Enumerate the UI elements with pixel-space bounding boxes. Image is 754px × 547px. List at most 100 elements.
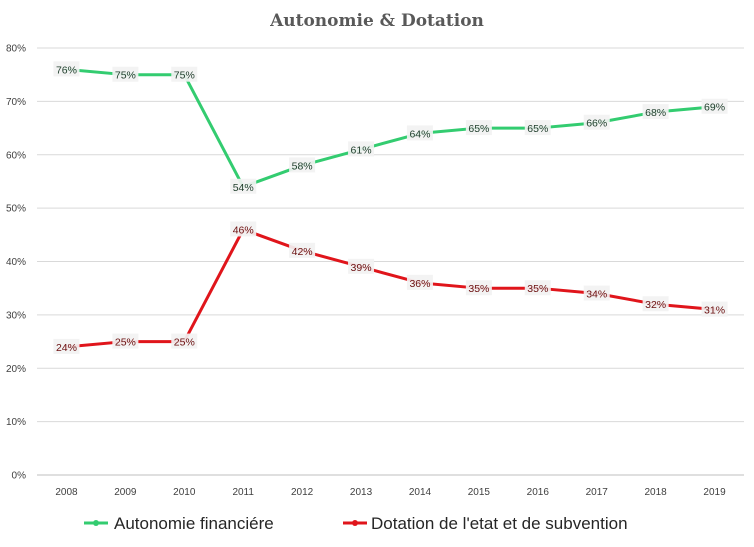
x-tick-label: 2011	[232, 487, 254, 498]
data-label: 32%	[645, 299, 666, 311]
data-label-group: 35%	[465, 280, 492, 296]
data-label-group: 39%	[348, 258, 375, 274]
data-label-group: 66%	[583, 114, 610, 130]
data-label-group: 36%	[406, 274, 433, 290]
data-label-group: 25%	[171, 333, 198, 349]
data-label-group: 68%	[642, 104, 669, 120]
data-label: 69%	[704, 102, 725, 114]
data-label-background	[524, 120, 551, 136]
data-label-background	[53, 61, 80, 77]
data-label: 39%	[351, 262, 372, 274]
data-label-group: 24%	[53, 338, 80, 354]
data-label: 65%	[527, 123, 548, 135]
series-line-1	[64, 67, 717, 189]
data-label-group: 42%	[289, 242, 316, 258]
data-label: 64%	[409, 128, 430, 140]
data-label: 75%	[115, 70, 136, 82]
y-tick-label: 20%	[6, 364, 26, 375]
x-tick-label: 2015	[468, 487, 491, 498]
legend-item-1: Autonomie financiére	[84, 514, 274, 533]
data-label: 24%	[56, 342, 77, 354]
data-label-background	[171, 66, 198, 82]
y-tick-label: 70%	[6, 97, 26, 108]
data-label: 35%	[527, 283, 548, 295]
data-label-group: 54%	[230, 178, 257, 194]
data-label-group: 35%	[524, 280, 551, 296]
y-tick-label: 30%	[6, 310, 26, 321]
data-label-background	[112, 333, 139, 349]
data-label: 54%	[233, 182, 254, 194]
data-label: 66%	[586, 118, 607, 130]
data-label-background	[701, 98, 728, 114]
data-label-background	[406, 125, 433, 141]
legend-label: Dotation de l'etat et de subvention	[371, 514, 628, 533]
data-label-background	[289, 157, 316, 173]
x-axis-ticks: 2008 2009 2010 2011 2012 2013 2014 2015 2016 2017…	[55, 487, 726, 498]
legend-label: Autonomie financiére	[114, 514, 274, 533]
data-label-group: 32%	[642, 296, 669, 312]
data-label: 25%	[174, 337, 195, 349]
data-label-background	[465, 280, 492, 296]
data-label-background	[348, 141, 375, 157]
data-label-background	[642, 296, 669, 312]
data-label: 58%	[292, 160, 313, 172]
data-label: 76%	[56, 64, 77, 76]
legend-item-2: Dotation de l'etat et de subvention	[343, 514, 628, 533]
x-tick-label: 2016	[527, 487, 550, 498]
x-tick-label: 2013	[350, 487, 373, 498]
data-label-group: 65%	[465, 120, 492, 136]
y-tick-label: 0%	[12, 471, 27, 482]
x-tick-label: 2014	[409, 487, 432, 498]
data-label: 68%	[645, 107, 666, 119]
data-label-group: 34%	[583, 285, 610, 301]
gridlines	[37, 47, 744, 476]
chart-title: Autonomie & Dotation	[269, 11, 484, 31]
data-label: 46%	[233, 224, 254, 236]
data-label: 35%	[468, 283, 489, 295]
y-tick-label: 80%	[6, 44, 26, 55]
legend: Autonomie financiére Dotation de l'etat e…	[84, 514, 628, 533]
data-label-group: 31%	[701, 301, 728, 317]
data-label-group: 75%	[171, 66, 198, 82]
y-tick-label: 40%	[6, 257, 26, 268]
data-label: 34%	[586, 289, 607, 301]
y-tick-label: 10%	[6, 417, 26, 428]
data-label: 25%	[115, 337, 136, 349]
data-labels: 76% 75% 75% 54% 58% 61% 64% 65% 65% 66% 68% 69% 24% 2…	[53, 61, 728, 354]
data-label-background	[289, 242, 316, 258]
data-label-background	[348, 258, 375, 274]
data-label: 65%	[468, 123, 489, 135]
x-tick-label: 2008	[55, 487, 78, 498]
x-tick-label: 2009	[114, 487, 137, 498]
data-label-background	[642, 104, 669, 120]
data-label-background	[171, 333, 198, 349]
data-label-background	[112, 66, 139, 82]
data-label: 61%	[351, 144, 372, 156]
x-tick-label: 2017	[586, 487, 609, 498]
data-label-background	[406, 274, 433, 290]
data-label-group: 64%	[406, 125, 433, 141]
x-tick-label: 2010	[173, 487, 196, 498]
data-label-background	[583, 285, 610, 301]
y-tick-label: 50%	[6, 204, 26, 215]
data-label-group: 75%	[112, 66, 139, 82]
data-label-group: 61%	[348, 141, 375, 157]
data-label-background	[583, 114, 610, 130]
data-label-group: 65%	[524, 120, 551, 136]
y-tick-label: 60%	[6, 150, 26, 161]
x-tick-label: 2012	[291, 487, 314, 498]
data-label-group: 76%	[53, 61, 80, 77]
x-tick-label: 2019	[703, 487, 726, 498]
legend-swatch-marker	[352, 520, 358, 526]
data-label: 42%	[292, 246, 313, 258]
data-label-background	[53, 338, 80, 354]
data-label: 31%	[704, 305, 725, 317]
data-label-background	[230, 221, 257, 237]
data-label: 75%	[174, 70, 195, 82]
data-label-group: 46%	[230, 221, 257, 237]
data-label-background	[230, 178, 257, 194]
legend-swatch-marker	[93, 520, 99, 526]
x-tick-label: 2018	[645, 487, 668, 498]
data-label-group: 69%	[701, 98, 728, 114]
